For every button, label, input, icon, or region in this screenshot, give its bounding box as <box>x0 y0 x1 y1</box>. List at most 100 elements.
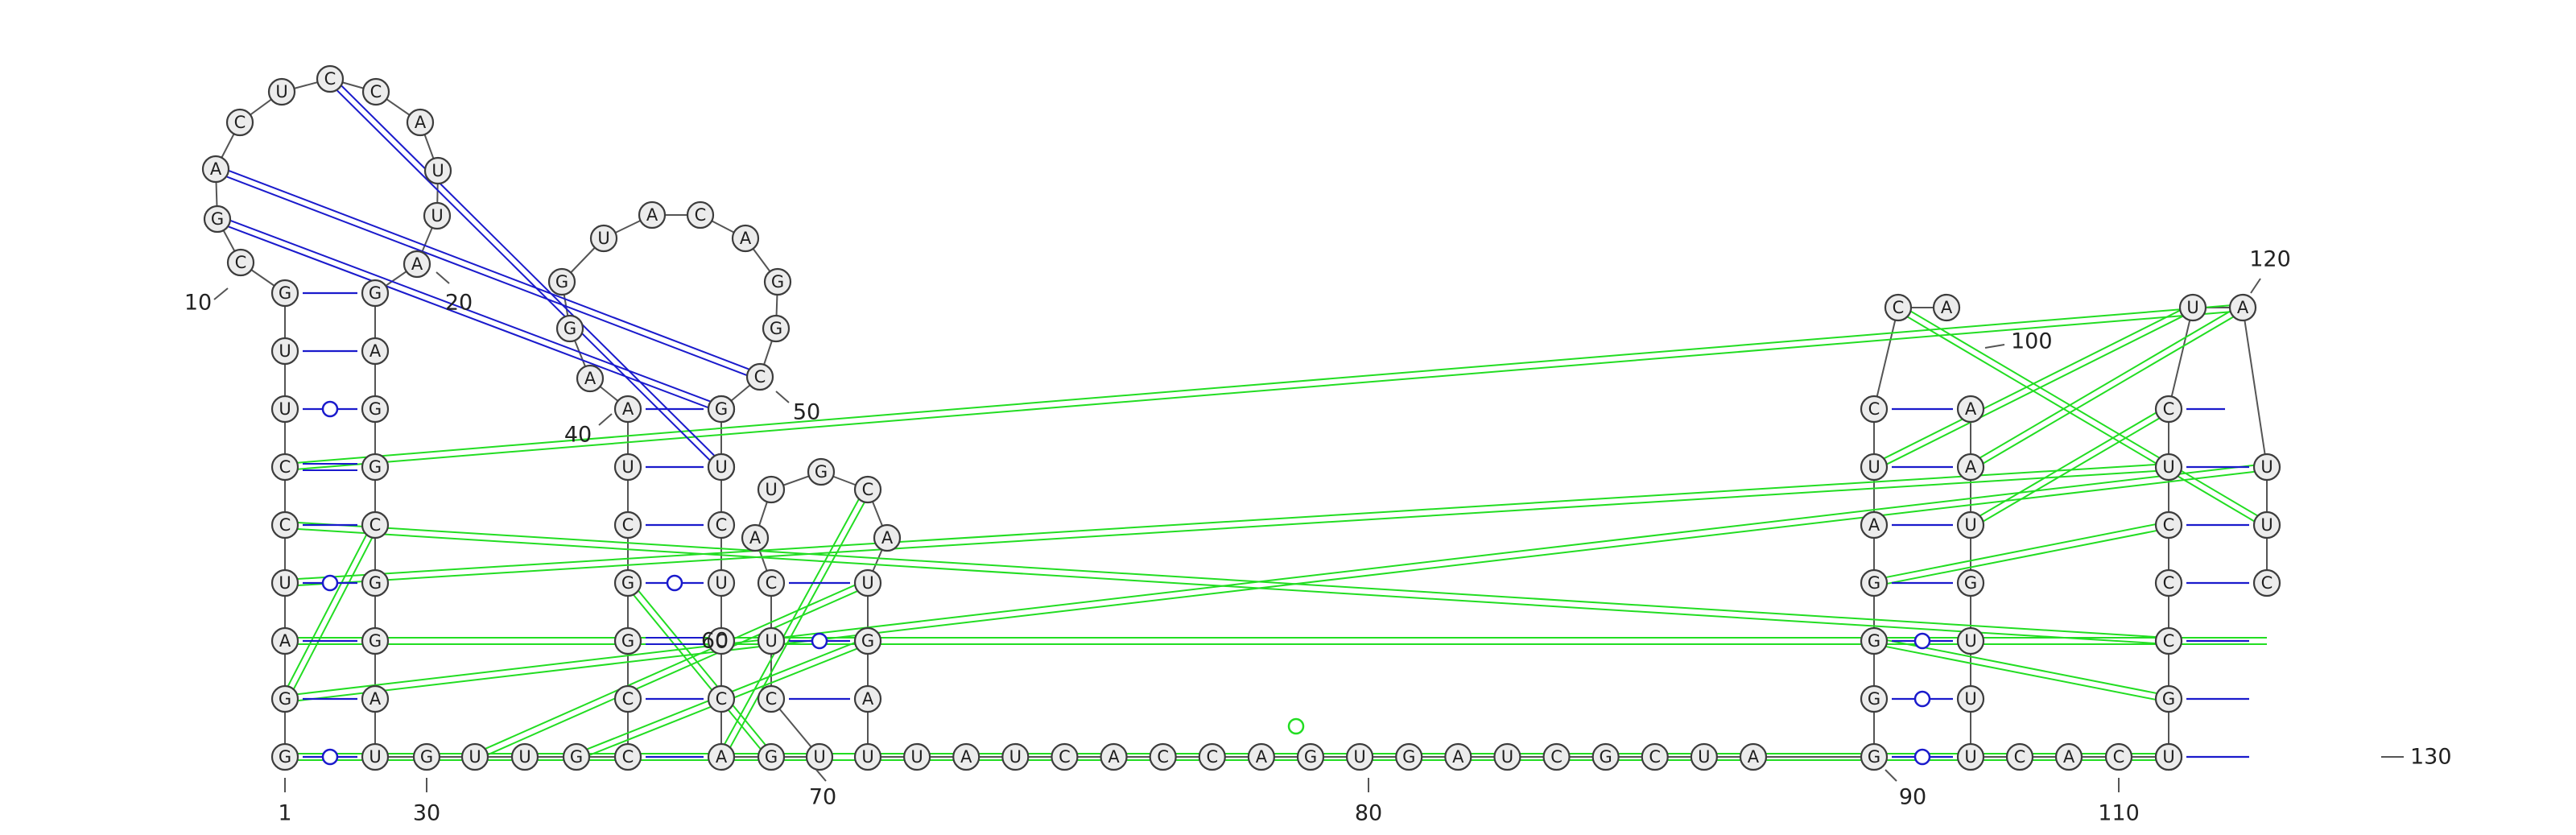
nucleotide-letter: U <box>1964 515 1976 535</box>
nucleotide-letter: U <box>518 747 530 767</box>
nucleotide-letter: G <box>861 631 874 651</box>
nucleotide-letter: U <box>597 229 609 248</box>
nucleotide-letter: G <box>621 573 634 593</box>
nucleotide-12: A <box>203 156 229 182</box>
nucleotide-83: U <box>1002 744 1028 770</box>
nucleotide-letter: G <box>1868 573 1880 593</box>
nucleotide-126: C <box>2156 396 2182 422</box>
nucleotide-69: C <box>758 686 784 712</box>
nucleotide-letter: C <box>2163 573 2175 593</box>
nucleotide-113: U <box>1958 628 1984 654</box>
nucleotide-118: C <box>2106 744 2132 770</box>
position-tick-40 <box>599 414 612 425</box>
nucleotide-letter: A <box>1108 747 1120 767</box>
nucleotide-38: C <box>615 512 641 538</box>
nucleotide-letter: A <box>740 229 752 248</box>
nucleotide-letter: C <box>324 69 336 89</box>
nucleotide-letter: U <box>275 82 287 101</box>
nucleotide-63: U <box>708 570 734 596</box>
wobble-pair-marker <box>1915 634 1930 648</box>
base-pair-wobble <box>646 576 704 590</box>
position-label-40: 40 <box>564 423 592 448</box>
nucleotide-95: G <box>1593 744 1619 770</box>
nucleotide-124: C <box>2156 512 2182 538</box>
nucleotide-123: C <box>2156 570 2182 596</box>
nucleotide-letter: A <box>622 399 634 419</box>
nucleotide-letter: A <box>862 689 874 709</box>
nucleotide-122: C <box>2156 628 2182 654</box>
nucleotide-letter: A <box>716 747 728 767</box>
position-label-90: 90 <box>1899 785 1926 810</box>
nucleotide-letter: U <box>1964 631 1976 651</box>
nucleotide-76: A <box>874 525 900 551</box>
position-tick-100 <box>1985 345 2004 348</box>
nucleotide-19: U <box>424 203 450 229</box>
nucleotide-26: G <box>362 570 388 596</box>
tertiary-interaction-line <box>282 523 378 701</box>
wobble-pair-marker <box>323 402 337 416</box>
nucleotide-130: U <box>2254 512 2280 538</box>
nucleotide-letter: A <box>584 369 597 388</box>
nucleotide-11: G <box>204 206 230 232</box>
nucleotide-110: A <box>1958 454 1984 480</box>
nucleotide-9: G <box>272 280 298 306</box>
nucleotide-13: C <box>227 110 253 135</box>
backbone-segment <box>2243 308 2267 467</box>
nucleotide-94: C <box>1544 744 1570 770</box>
nucleotide-letter: G <box>369 283 382 303</box>
nucleotide-125: U <box>2156 454 2182 480</box>
nucleotide-letter: A <box>411 254 423 274</box>
nucleotide-letter: G <box>1964 573 1977 593</box>
position-label-20: 20 <box>445 291 473 316</box>
nucleotide-100: G <box>1861 686 1887 712</box>
nucleotide-letter: C <box>1157 747 1169 767</box>
nucleotide-letter: G <box>420 747 433 767</box>
backbone-segment <box>1874 308 1898 409</box>
position-label-120: 120 <box>2249 247 2291 272</box>
nucleotide-letter: G <box>2162 689 2175 709</box>
nucleotide-114: U <box>1958 686 1984 712</box>
nucleotide-letter: A <box>2063 747 2075 767</box>
nucleotide-49: G <box>763 316 789 341</box>
nucleotide-25: C <box>362 512 388 538</box>
nucleotide-27: G <box>362 628 388 654</box>
position-label-1: 1 <box>278 801 291 826</box>
nucleotide-106: C <box>1885 295 1911 320</box>
nucleotide-letter: C <box>2163 631 2175 651</box>
nucleotide-98: A <box>1740 744 1766 770</box>
tertiary-wobble-marker <box>1289 719 1303 734</box>
nucleotide-letter: A <box>1965 399 1977 419</box>
nucleotide-letter: G <box>1402 747 1415 767</box>
nucleotide-letter: G <box>369 457 382 477</box>
nucleotide-34: C <box>615 744 641 770</box>
nucleotide-109: A <box>1958 396 1984 422</box>
nucleotide-letter: U <box>1501 747 1513 767</box>
nucleotide-letter: C <box>1893 298 1905 317</box>
nucleotide-letter: C <box>766 573 778 593</box>
nucleotide-107: A <box>1934 295 1959 320</box>
nucleotide-letter: G <box>369 631 382 651</box>
nucleotide-129: U <box>2254 454 2280 480</box>
nucleotide-43: G <box>549 269 575 295</box>
nucleotide-letter: U <box>2162 457 2174 477</box>
nucleotide-35: C <box>615 686 641 712</box>
position-tick-70 <box>816 770 826 781</box>
nucleotide-1: G <box>272 744 298 770</box>
nucleotide-letter: U <box>1009 747 1022 767</box>
nucleotide-letter: C <box>2163 399 2175 419</box>
nucleotide-letter: U <box>469 747 481 767</box>
nucleotide-letter: A <box>210 159 222 179</box>
backbone-segment <box>2169 308 2193 409</box>
nucleotide-68: U <box>807 744 832 770</box>
position-label-80: 80 <box>1355 801 1382 826</box>
nucleotide-14: U <box>269 79 295 105</box>
nucleotide-8: U <box>272 338 298 364</box>
position-label-10: 10 <box>184 291 212 316</box>
nucleotide-letter: C <box>695 205 707 225</box>
nucleotide-85: A <box>1101 744 1127 770</box>
position-tick-120 <box>2251 279 2260 293</box>
nucleotide-letter: C <box>279 515 291 535</box>
nucleotide-60: G <box>708 396 734 422</box>
nucleotide-10: C <box>228 250 254 275</box>
nucleotide-letter: C <box>622 689 634 709</box>
